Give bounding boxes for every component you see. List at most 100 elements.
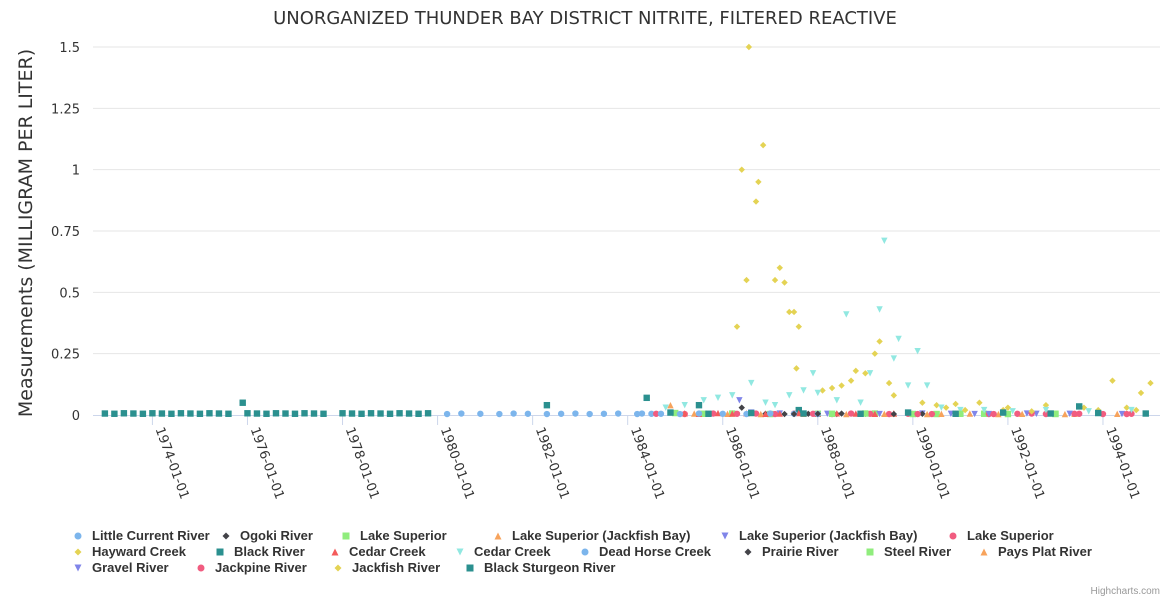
legend-symbol[interactable] [980, 548, 988, 556]
data-point[interactable] [667, 409, 674, 416]
legend-symbol[interactable] [721, 532, 729, 540]
data-point[interactable] [957, 406, 964, 414]
data-point[interactable] [733, 323, 741, 330]
data-point[interactable] [790, 410, 798, 418]
data-point[interactable] [719, 410, 726, 417]
data-point[interactable] [733, 410, 741, 417]
data-point[interactable] [771, 401, 779, 409]
data-point[interactable] [177, 410, 185, 417]
data-point[interactable] [914, 410, 921, 418]
data-point[interactable] [781, 279, 788, 286]
data-point[interactable] [904, 382, 912, 389]
data-point[interactable] [771, 276, 779, 284]
data-point[interactable] [130, 410, 137, 417]
data-point[interactable] [477, 410, 484, 417]
data-point[interactable] [857, 410, 864, 417]
data-point[interactable] [966, 410, 974, 417]
data-point[interactable] [833, 397, 841, 404]
data-point[interactable] [814, 389, 821, 397]
data-point[interactable] [111, 410, 118, 417]
data-point[interactable] [714, 394, 722, 402]
data-point[interactable] [890, 355, 898, 362]
data-point[interactable] [1033, 410, 1040, 417]
data-point[interactable] [239, 399, 246, 406]
data-point[interactable] [957, 410, 964, 417]
data-point[interactable] [724, 410, 731, 417]
data-point[interactable] [933, 401, 940, 409]
legend[interactable]: Little Current River Ogoki River Lake Supe… [74, 528, 1092, 575]
data-point[interactable] [1123, 404, 1130, 411]
legend-symbol[interactable] [456, 548, 464, 556]
data-point[interactable] [800, 387, 807, 394]
data-point[interactable] [793, 365, 800, 372]
data-point[interactable] [1004, 404, 1012, 411]
data-point[interactable] [767, 410, 774, 417]
data-point[interactable] [904, 409, 912, 416]
data-point[interactable] [187, 410, 194, 417]
data-point[interactable] [928, 410, 936, 418]
data-point[interactable] [263, 410, 270, 417]
data-point[interactable] [805, 410, 812, 417]
data-point[interactable] [272, 410, 280, 417]
data-point[interactable] [755, 178, 762, 186]
data-point[interactable] [510, 410, 517, 417]
data-point[interactable] [1023, 410, 1031, 417]
data-point[interactable] [895, 335, 902, 343]
legend-item[interactable]: Hayward Creek [74, 544, 187, 559]
data-point[interactable] [405, 410, 413, 417]
data-point[interactable] [952, 410, 959, 417]
data-point[interactable] [168, 410, 175, 417]
data-point[interactable] [196, 410, 204, 417]
data-point[interactable] [643, 394, 650, 402]
data-point[interactable] [923, 382, 931, 389]
data-point[interactable] [729, 410, 736, 417]
data-point[interactable] [738, 404, 745, 411]
data-point[interactable] [1137, 389, 1145, 397]
data-point[interactable] [809, 370, 817, 377]
data-point[interactable] [358, 410, 365, 417]
data-point[interactable] [985, 410, 993, 418]
data-point[interactable] [814, 410, 821, 417]
data-point[interactable] [320, 410, 327, 417]
data-point[interactable] [424, 410, 432, 417]
data-point[interactable] [386, 410, 394, 417]
data-point[interactable] [681, 401, 688, 409]
data-point[interactable] [149, 410, 156, 417]
legend-item[interactable]: Black Sturgeon River [466, 560, 616, 575]
legend-symbol[interactable] [466, 564, 474, 572]
data-point[interactable] [700, 397, 707, 404]
data-point[interactable] [1009, 408, 1016, 415]
data-point[interactable] [790, 308, 798, 316]
data-point[interactable] [771, 410, 779, 418]
data-point[interactable] [301, 410, 308, 417]
legend-item[interactable]: Lake Superior (Jackfish Bay) [721, 528, 918, 543]
data-point[interactable] [1133, 406, 1140, 414]
data-point[interactable] [691, 410, 698, 417]
legend-symbol[interactable] [581, 548, 589, 556]
data-point[interactable] [705, 410, 712, 417]
data-point[interactable] [999, 409, 1007, 416]
data-point[interactable] [871, 350, 879, 357]
data-point[interactable] [458, 410, 465, 417]
data-point[interactable] [1128, 410, 1135, 417]
data-point[interactable] [1076, 403, 1083, 410]
data-point[interactable] [695, 401, 703, 409]
data-point[interactable] [1128, 406, 1135, 414]
data-point[interactable] [648, 410, 655, 417]
data-point[interactable] [310, 410, 318, 417]
data-point[interactable] [786, 392, 793, 399]
data-point[interactable] [876, 410, 883, 418]
data-point[interactable] [1095, 409, 1102, 417]
data-point[interactable] [1147, 379, 1154, 387]
legend-item[interactable]: Lake Superior (Jackfish Bay) [494, 528, 691, 543]
legend-item[interactable]: Pays Plat River [980, 544, 1092, 559]
data-point[interactable] [1066, 410, 1073, 417]
data-point[interactable] [158, 410, 166, 417]
data-point[interactable] [1042, 401, 1050, 409]
legend-symbol[interactable] [494, 532, 502, 540]
legend-item[interactable]: Cedar Creek [456, 544, 552, 559]
data-point[interactable] [1014, 410, 1021, 417]
data-point[interactable] [890, 410, 898, 418]
data-point[interactable] [923, 410, 931, 418]
data-point[interactable] [762, 410, 769, 417]
